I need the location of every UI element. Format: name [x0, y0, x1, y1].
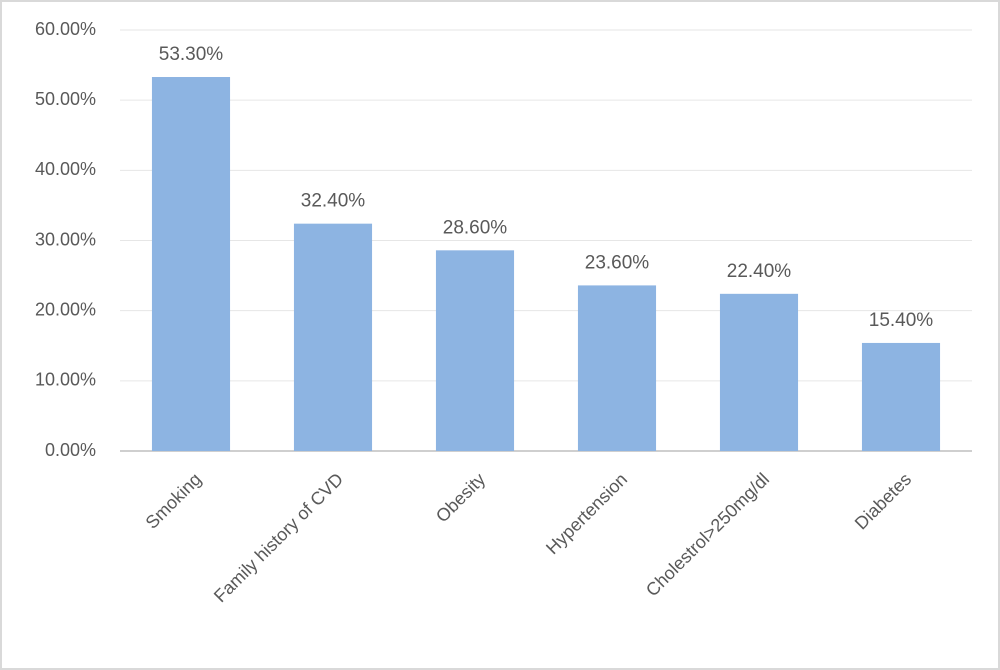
data-label: 15.40% — [869, 310, 934, 331]
bar — [151, 77, 231, 452]
bar — [435, 250, 515, 451]
y-tick-label: 0.00% — [45, 440, 96, 460]
data-label: 23.60% — [585, 252, 650, 273]
bar — [861, 342, 941, 451]
y-tick-label: 30.00% — [35, 229, 96, 249]
data-label: 28.60% — [443, 217, 508, 238]
bar — [577, 285, 657, 451]
y-tick-label: 10.00% — [35, 370, 96, 390]
y-tick-label: 20.00% — [35, 299, 96, 319]
data-label: 22.40% — [727, 261, 792, 282]
y-tick-label: 40.00% — [35, 159, 96, 179]
data-label: 32.40% — [301, 191, 366, 212]
y-tick-label: 60.00% — [35, 19, 96, 39]
y-tick-label: 50.00% — [35, 89, 96, 109]
data-label: 53.30% — [159, 44, 224, 65]
bar — [719, 293, 799, 451]
bar — [293, 223, 373, 451]
